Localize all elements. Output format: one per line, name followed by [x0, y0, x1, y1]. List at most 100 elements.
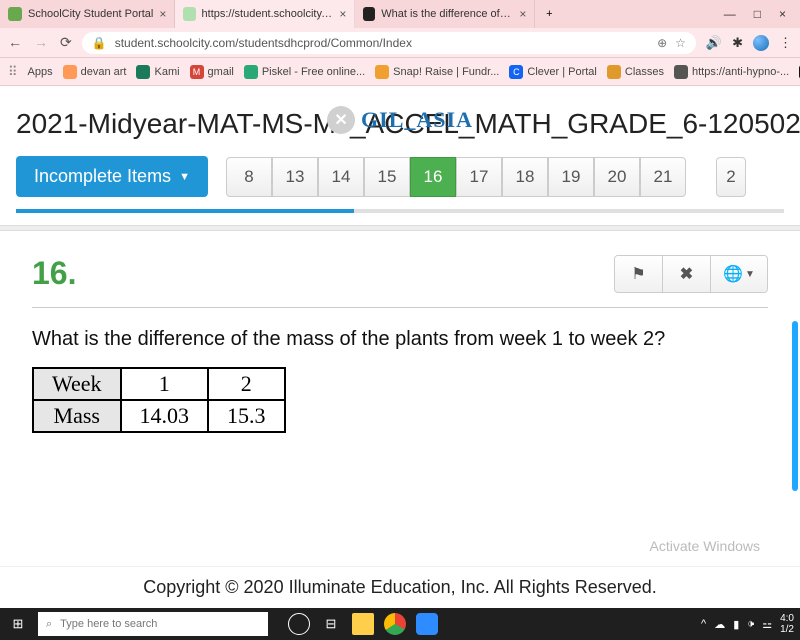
translate-icon[interactable]: ⊕: [657, 36, 667, 50]
question-nav-button[interactable]: 20: [594, 157, 640, 197]
explorer-icon[interactable]: [352, 613, 374, 635]
question-number-nav: 8131415161718192021: [226, 157, 686, 197]
browser-tabs: SchoolCity Student Portal × https://stud…: [0, 0, 714, 28]
bookmark-item[interactable]: Mgmail: [190, 65, 234, 79]
extensions-icon[interactable]: ✱: [732, 35, 743, 51]
question-nav-button[interactable]: 15: [364, 157, 410, 197]
bookmark-item[interactable]: Piskel - Free online...: [244, 65, 365, 79]
table-header-cell: 2: [208, 368, 285, 400]
reload-icon[interactable]: ⟳: [60, 34, 72, 51]
student-name: GIL_ASIA: [361, 107, 473, 133]
page-content: 2021-Midyear-MAT-MS-MJ_ACCEL_MATH_GRADE_…: [0, 86, 800, 608]
wifi-icon[interactable]: 🕩: [747, 618, 754, 631]
incomplete-items-dropdown[interactable]: Incomplete Items ▼: [16, 156, 208, 197]
question-nav-overflow[interactable]: 2: [716, 157, 746, 197]
new-tab-button[interactable]: +: [535, 0, 563, 28]
bookmark-item[interactable]: Classes: [607, 65, 664, 79]
close-overlay-icon[interactable]: ✕: [327, 106, 355, 134]
windows-watermark: Activate Windows: [650, 538, 760, 554]
table-cell: Mass: [33, 400, 121, 432]
network-icon[interactable]: ⚍: [762, 618, 772, 631]
bookmark-item[interactable]: CClever | Portal: [509, 65, 597, 79]
table-header-cell: Week: [33, 368, 121, 400]
tab-favicon: [8, 7, 22, 21]
lock-icon: 🔒: [92, 36, 107, 50]
question-nav-row: Incomplete Items ▼ 8131415161718192021 2: [0, 150, 800, 197]
onedrive-icon[interactable]: ☁: [714, 618, 725, 631]
language-button[interactable]: 🌐 ▼: [711, 256, 767, 292]
url-text: student.schoolcity.com/studentsdhcprod/C…: [115, 36, 412, 50]
scrollbar[interactable]: [792, 321, 798, 491]
url-input[interactable]: 🔒 student.schoolcity.com/studentsdhcprod…: [82, 32, 696, 54]
volume-icon[interactable]: 🔊: [706, 35, 722, 51]
window-title-bar: SchoolCity Student Portal × https://stud…: [0, 0, 800, 28]
start-button[interactable]: ⊞: [0, 616, 36, 632]
bookmark-item[interactable]: Apps: [28, 66, 53, 78]
chrome-icon[interactable]: [384, 613, 406, 635]
question-nav-button[interactable]: 21: [640, 157, 686, 197]
forward-icon[interactable]: →: [34, 34, 48, 51]
bookmark-item[interactable]: Kami: [136, 65, 179, 79]
question-nav-button[interactable]: 14: [318, 157, 364, 197]
table-cell: 14.03: [121, 400, 209, 432]
tab-title: SchoolCity Student Portal: [28, 8, 153, 20]
task-view-icon[interactable]: ⊟: [320, 613, 342, 635]
close-icon[interactable]: ×: [519, 7, 526, 21]
question-toolbar: ⚑ ✖ 🌐 ▼: [614, 255, 768, 293]
table-cell: 15.3: [208, 400, 285, 432]
question-nav-button[interactable]: 8: [226, 157, 272, 197]
question-nav-button[interactable]: 19: [548, 157, 594, 197]
clear-button[interactable]: ✖: [663, 256, 711, 292]
search-placeholder: Type here to search: [60, 618, 157, 630]
close-icon[interactable]: ×: [779, 7, 786, 21]
star-icon[interactable]: ☆: [675, 36, 686, 50]
tab-title: https://student.schoolcity.com/s: [202, 8, 334, 20]
tab-favicon: [363, 7, 375, 21]
question-nav-button[interactable]: 17: [456, 157, 502, 197]
bookmark-item[interactable]: Snap! Raise | Fundr...: [375, 65, 499, 79]
system-tray: ^ ☁ ▮ 🕩 ⚍ 4:0 1/2: [701, 613, 800, 635]
question-panel: 16. ⚑ ✖ 🌐 ▼ What is the difference of th…: [0, 231, 800, 433]
browser-tab[interactable]: What is the difference of the ma ×: [355, 0, 535, 28]
menu-icon[interactable]: ⋮: [779, 35, 792, 51]
minimize-icon[interactable]: —: [724, 7, 736, 21]
flag-button[interactable]: ⚑: [615, 256, 663, 292]
question-nav-button[interactable]: 16: [410, 157, 456, 197]
profile-icon[interactable]: [753, 35, 769, 51]
taskbar-search[interactable]: ⌕ Type here to search: [38, 612, 268, 636]
question-nav-button[interactable]: 13: [272, 157, 318, 197]
browser-tab[interactable]: https://student.schoolcity.com/s ×: [175, 0, 355, 28]
back-icon[interactable]: ←: [8, 34, 22, 51]
question-text: What is the difference of the mass of th…: [32, 326, 712, 353]
taskbar-apps: ⊟: [288, 613, 438, 635]
apps-icon[interactable]: ⠿: [8, 64, 18, 80]
data-table: Week12 Mass14.0315.3: [32, 367, 286, 433]
browser-tab[interactable]: SchoolCity Student Portal ×: [0, 0, 175, 28]
copyright: Copyright © 2020 Illuminate Education, I…: [0, 566, 800, 608]
bookmarks-bar: ⠿ Apps devan art Kami Mgmail Piskel - Fr…: [0, 58, 800, 86]
tray-chevron-icon[interactable]: ^: [701, 618, 706, 630]
table-header-cell: 1: [121, 368, 209, 400]
question-number: 16.: [32, 255, 76, 292]
bookmark-item[interactable]: devan art: [63, 65, 127, 79]
bookmark-item[interactable]: https://anti-hypno-...: [674, 65, 789, 79]
progress-fill: [16, 209, 354, 213]
window-controls: — □ ×: [714, 7, 796, 21]
tab-title: What is the difference of the ma: [381, 8, 513, 20]
tab-favicon: [183, 7, 195, 21]
viewer-overlay: ✕ GIL_ASIA: [327, 106, 473, 134]
chevron-down-icon: ▼: [179, 171, 190, 183]
question-nav-button[interactable]: 18: [502, 157, 548, 197]
cortana-icon[interactable]: [288, 613, 310, 635]
maximize-icon[interactable]: □: [754, 7, 761, 21]
close-icon[interactable]: ×: [339, 7, 346, 21]
clock[interactable]: 4:0 1/2: [780, 613, 794, 635]
battery-icon[interactable]: ▮: [733, 618, 739, 631]
zoom-icon[interactable]: [416, 613, 438, 635]
dropdown-label: Incomplete Items: [34, 166, 171, 187]
progress-bar: [16, 209, 784, 213]
divider: [32, 307, 768, 308]
close-icon[interactable]: ×: [159, 7, 166, 21]
search-icon: ⌕: [46, 618, 52, 631]
address-bar: ← → ⟳ 🔒 student.schoolcity.com/studentsd…: [0, 28, 800, 58]
